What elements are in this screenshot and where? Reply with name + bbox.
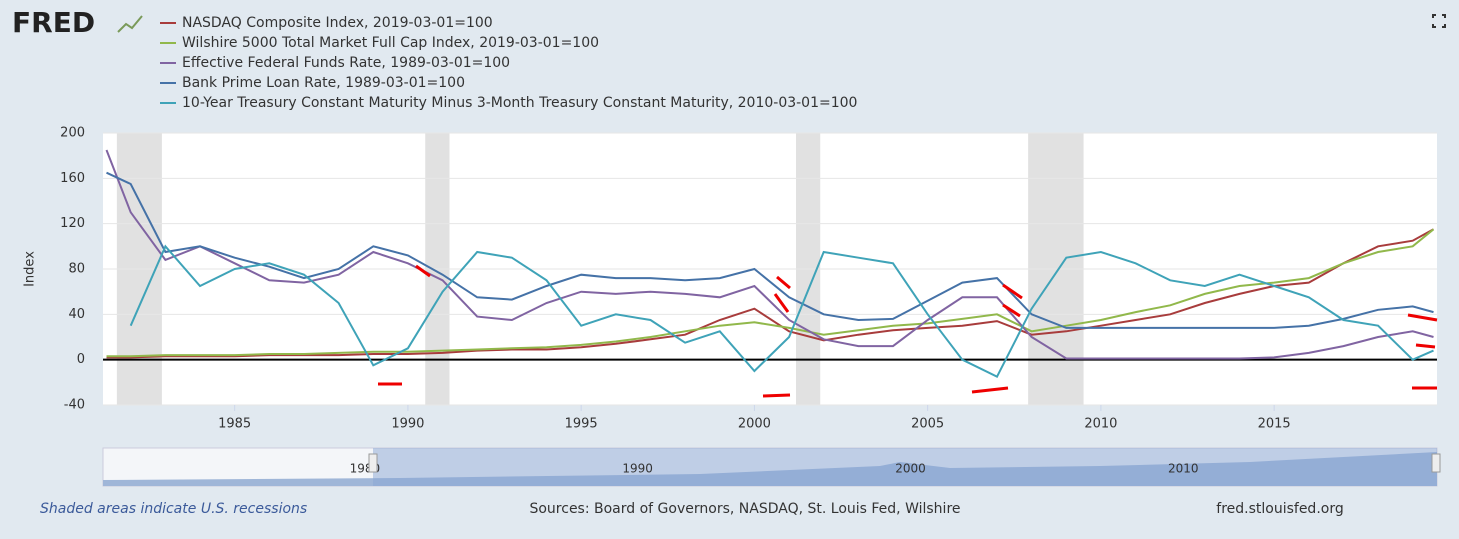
navigator-tick-label: 2010 (1168, 462, 1199, 476)
y-tick-label: 0 (77, 352, 85, 367)
x-tick-label: 2015 (1258, 417, 1291, 432)
series-line (105, 149, 1434, 360)
navigator-handle[interactable] (368, 453, 378, 473)
sources: Sources: Board of Governors, NASDAQ, St.… (529, 501, 960, 517)
navigator-tick-label: 1990 (622, 462, 653, 476)
recession-note[interactable]: Shaded areas indicate U.S. recessions (40, 501, 307, 517)
navigator-selection[interactable] (373, 448, 1437, 486)
x-tick-label: 2000 (738, 417, 771, 432)
logo-icon (117, 15, 143, 33)
lines (105, 149, 1435, 379)
annotations (378, 264, 1438, 398)
series-line (106, 228, 1435, 358)
grid: -40 0 40 80 120 160 200 1985 1990 1995 2000 2005 201… (60, 126, 1437, 432)
series-line (129, 244, 1434, 379)
x-tick-label: 2010 (1084, 417, 1117, 432)
y-tick-label: 80 (68, 262, 85, 277)
legend-label[interactable]: 10-Year Treasury Constant Maturity Minus… (182, 95, 857, 111)
x-tick-label: 1985 (218, 417, 251, 432)
y-tick-label: 40 (68, 307, 85, 322)
site[interactable]: fred.stlouisfed.org (1216, 501, 1343, 517)
y-tick-label: 200 (60, 126, 85, 141)
series-line (106, 171, 1434, 329)
x-tick-label: 1990 (391, 417, 424, 432)
x-tick-label: 2005 (911, 417, 944, 432)
y-axis-label: Index (23, 251, 38, 287)
y-tick-label: 120 (60, 216, 85, 231)
legend-label[interactable]: NASDAQ Composite Index, 2019-03-01=100 (182, 15, 493, 31)
series-line (106, 228, 1434, 359)
y-tick-label: 160 (60, 171, 85, 186)
legend-label[interactable]: Wilshire 5000 Total Market Full Cap Inde… (182, 35, 599, 51)
logo[interactable]: FRED (12, 6, 95, 39)
x-tick-label: 1995 (565, 417, 598, 432)
legend-label[interactable]: Effective Federal Funds Rate, 1989-03-01… (182, 55, 510, 71)
y-tick-label: -40 (64, 398, 85, 413)
fullscreen-icon[interactable] (1432, 14, 1446, 28)
navigator-handle[interactable] (1431, 453, 1441, 473)
legend-label[interactable]: Bank Prime Loan Rate, 1989-03-01=100 (182, 75, 465, 91)
navigator-tick-label: 2000 (895, 462, 926, 476)
